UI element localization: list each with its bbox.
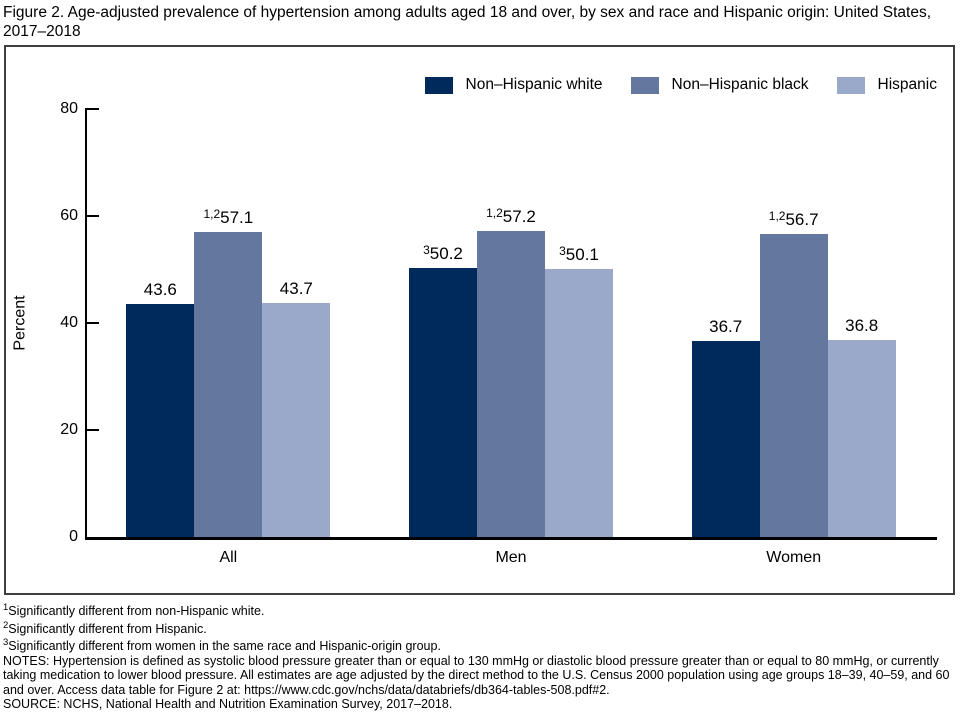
y-tick-label: 80 xyxy=(60,100,78,117)
source-text: SOURCE: NCHS, National Health and Nutrit… xyxy=(3,696,453,711)
bar-value: 43.6 xyxy=(143,279,177,299)
y-tick-mark xyxy=(87,429,99,431)
y-tick-label: 40 xyxy=(60,314,78,331)
bar-value-label: 350.2 xyxy=(423,243,463,264)
legend-swatch-icon xyxy=(424,76,453,94)
legend-item-1: Non–Hispanic white xyxy=(424,76,603,94)
bar-value-label: 43.6 xyxy=(144,280,177,300)
bar-group-all: 43.6 1,257.1 43.7 xyxy=(87,109,370,537)
bar-value: 56.7 xyxy=(785,209,819,229)
bar-value-label: 350.1 xyxy=(559,244,599,265)
bar-men-hispanic: 350.1 xyxy=(545,244,613,537)
plot-area: 43.6 1,257.1 43.7 350.2 1,257.2 350.1 36.7 1,25… xyxy=(87,109,935,537)
notes-text: NOTES: Hypertension is defined as systol… xyxy=(3,653,950,697)
footnote-3-marker: 3 xyxy=(3,637,9,649)
footnote-1-marker: 1 xyxy=(3,602,9,613)
legend-swatch-icon xyxy=(836,76,865,94)
bar-value-footnote-marker: 1,2 xyxy=(768,208,786,223)
footnotes: 1Significantly different from non-Hispan… xyxy=(3,601,957,711)
footnote-3: 3Significantly different from women in t… xyxy=(3,636,957,654)
bar-value-footnote-marker: 1,2 xyxy=(486,206,503,220)
footnote-1: 1Significantly different from non-Hispan… xyxy=(3,601,957,619)
y-axis-line xyxy=(85,108,87,538)
bar-women-non-hispanic-black: 1,256.7 xyxy=(759,209,828,537)
y-axis-title-wrap: Percent xyxy=(8,108,34,538)
legend-item-2: Non–Hispanic black xyxy=(630,76,809,94)
bar-value-label: 1,257.2 xyxy=(486,206,536,227)
bar-value: 50.1 xyxy=(565,245,599,264)
bar-value: 57.1 xyxy=(220,207,254,227)
bar-value-label: 36.8 xyxy=(845,316,878,336)
legend-item-3: Hispanic xyxy=(836,76,937,94)
bar-group-women: 36.7 1,256.7 36.8 xyxy=(652,109,935,537)
legend-label: Non–Hispanic white xyxy=(465,76,603,93)
bar-value-label: 36.7 xyxy=(709,317,742,337)
y-tick-mark xyxy=(87,322,99,324)
bar-value: 36.7 xyxy=(709,316,743,336)
legend: Non–Hispanic white Non–Hispanic black Hisp… xyxy=(424,76,937,94)
footnote-3-text: Significantly different from women in th… xyxy=(8,639,441,654)
bar-all-non-hispanic-white: 43.6 xyxy=(126,280,195,537)
bar-men-non-hispanic-black: 1,257.2 xyxy=(477,206,545,537)
legend-label: Hispanic xyxy=(877,76,937,93)
footnote-2: 2Significantly different from Hispanic. xyxy=(3,619,957,637)
legend-swatch-icon xyxy=(630,76,659,94)
bar-value-footnote-marker: 1,2 xyxy=(203,206,221,221)
bar-value: 50.2 xyxy=(429,244,463,264)
x-axis-baseline xyxy=(85,537,937,540)
bar-value-footnote-marker: 3 xyxy=(423,243,430,258)
bar-women-non-hispanic-white: 36.7 xyxy=(691,317,760,537)
y-tick-label: 20 xyxy=(60,421,78,438)
x-label-all: All xyxy=(219,549,238,566)
y-tick-label: 0 xyxy=(69,528,78,545)
footnote-1-text: Significantly different from non-Hispani… xyxy=(8,604,265,619)
figure-title: Figure 2. Age-adjusted prevalence of hyp… xyxy=(3,4,932,40)
bar-value-footnote-marker: 3 xyxy=(559,244,566,258)
bar-value: 36.8 xyxy=(845,316,879,336)
y-tick-mark xyxy=(87,108,99,110)
y-axis-title: Percent xyxy=(12,295,30,351)
bar-women-hispanic: 36.8 xyxy=(827,316,896,537)
legend-label: Non–Hispanic black xyxy=(671,76,809,93)
bar-value: 57.2 xyxy=(502,207,536,226)
bar-group-men: 350.2 1,257.2 350.1 xyxy=(370,109,653,537)
footnote-2-text: Significantly different from Hispanic. xyxy=(8,621,207,636)
bar-men-non-hispanic-white: 350.2 xyxy=(409,243,477,537)
x-label-men: Men xyxy=(495,549,527,566)
x-label-women: Women xyxy=(766,549,822,566)
bar-value: 43.7 xyxy=(279,279,313,299)
footnote-2-marker: 2 xyxy=(3,619,9,631)
x-category-labels: All Men Women xyxy=(87,549,935,567)
y-tick-mark xyxy=(87,215,99,217)
y-tick-label: 60 xyxy=(60,207,78,224)
bar-value-label: 43.7 xyxy=(280,279,313,299)
bar-all-non-hispanic-black: 1,257.1 xyxy=(194,207,263,537)
bar-all-hispanic: 43.7 xyxy=(262,279,331,537)
chart-frame: Non–Hispanic white Non–Hispanic black Hisp… xyxy=(4,45,955,595)
bar-value-label: 1,257.1 xyxy=(203,206,254,228)
bar-value-label: 1,256.7 xyxy=(768,208,819,230)
